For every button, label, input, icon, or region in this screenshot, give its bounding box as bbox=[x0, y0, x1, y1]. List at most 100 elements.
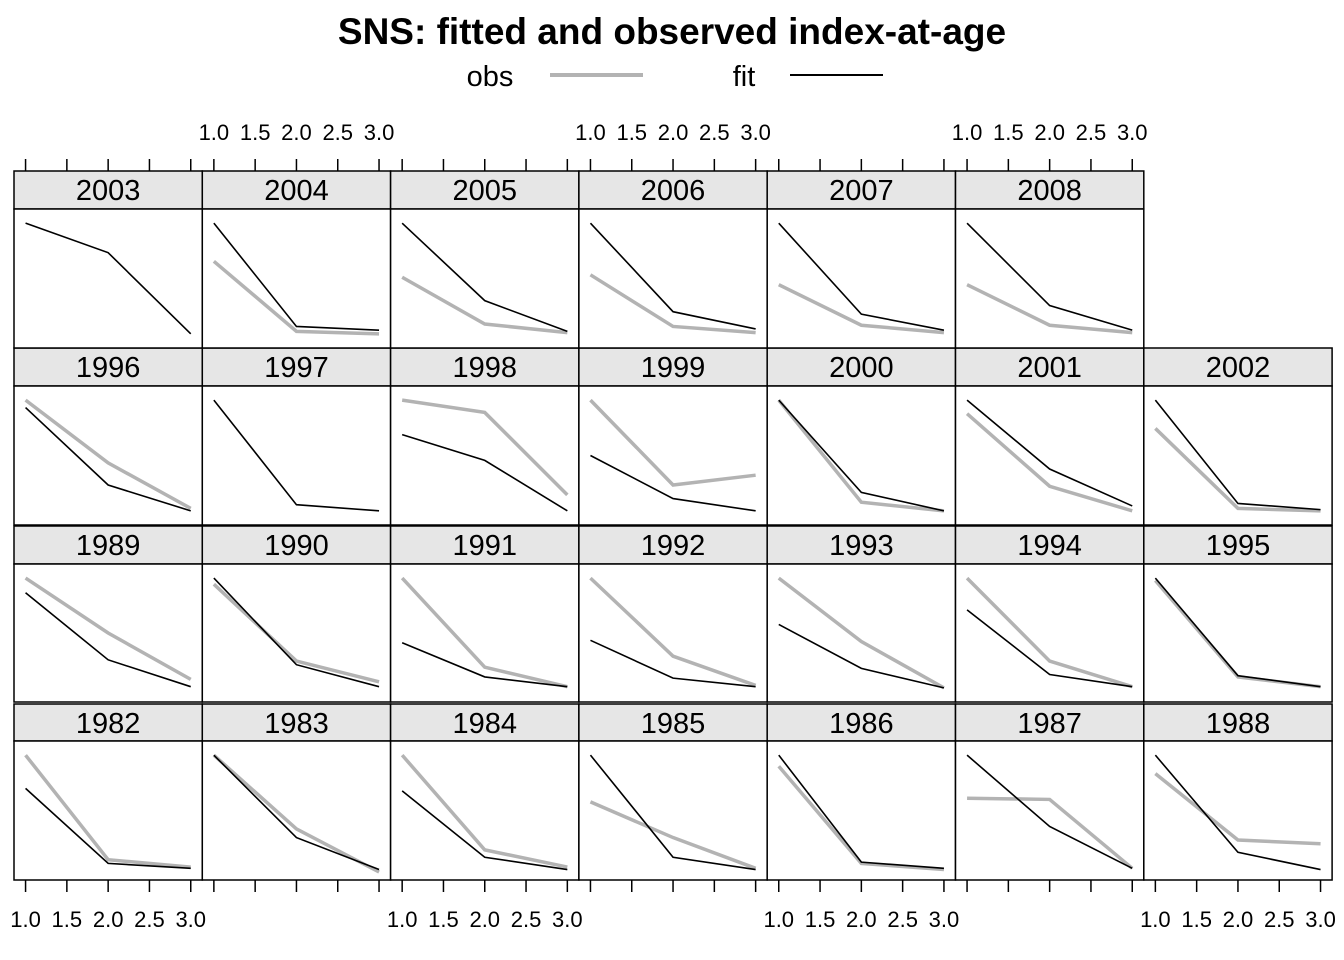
x-tick-label: 3.0 bbox=[175, 907, 206, 932]
panel-2001: 2001 bbox=[956, 348, 1144, 525]
strip-label-1987: 1987 bbox=[1017, 708, 1082, 740]
legend-fit-label: fit bbox=[733, 61, 756, 93]
panel-1998: 1998 bbox=[391, 348, 579, 525]
x-tick-label: 1.0 bbox=[10, 907, 41, 932]
x-tick-label: 2.0 bbox=[1223, 907, 1254, 932]
strip-label-2008: 2008 bbox=[1017, 175, 1082, 207]
x-tick-label: 2.5 bbox=[887, 907, 918, 932]
panel-1991: 1991 bbox=[391, 526, 579, 702]
strip-label-2000: 2000 bbox=[829, 352, 894, 384]
strip-label-1993: 1993 bbox=[829, 530, 894, 562]
strip-label-1999: 1999 bbox=[641, 352, 706, 384]
panel-1988: 1988 bbox=[1144, 704, 1332, 880]
panel-2004: 2004 bbox=[202, 171, 390, 348]
x-tick-label-top: 3.0 bbox=[740, 120, 771, 145]
x-tick-label-top: 1.0 bbox=[575, 120, 606, 145]
panel-1992: 1992 bbox=[579, 526, 767, 702]
strip-label-1989: 1989 bbox=[76, 530, 141, 562]
plot-area-2005 bbox=[391, 209, 579, 348]
legend: obs fit bbox=[467, 61, 883, 93]
strip-label-1992: 1992 bbox=[641, 530, 706, 562]
plot-area-1990 bbox=[202, 564, 390, 702]
panel-2005: 2005 bbox=[391, 171, 579, 348]
plot-area-2000 bbox=[767, 386, 955, 525]
panel-1993: 1993 bbox=[767, 526, 955, 702]
strip-label-2005: 2005 bbox=[452, 175, 517, 207]
panel-2003: 2003 bbox=[14, 171, 202, 348]
x-tick-label-top: 1.5 bbox=[616, 120, 647, 145]
x-tick-label: 1.5 bbox=[428, 907, 459, 932]
x-tick-label-top: 1.5 bbox=[240, 120, 271, 145]
panel-1984: 1984 bbox=[391, 704, 579, 880]
strip-label-1994: 1994 bbox=[1017, 530, 1082, 562]
x-tick-label: 1.5 bbox=[805, 907, 836, 932]
strip-label-2007: 2007 bbox=[829, 175, 894, 207]
chart-title: SNS: fitted and observed index-at-age bbox=[338, 11, 1006, 52]
x-tick-label: 1.5 bbox=[52, 907, 83, 932]
panel-2000: 2000 bbox=[767, 348, 955, 525]
x-tick-label-top: 2.0 bbox=[1034, 120, 1065, 145]
strip-label-2002: 2002 bbox=[1206, 352, 1271, 384]
panel-1995: 1995 bbox=[1144, 526, 1332, 702]
x-tick-label: 2.5 bbox=[1264, 907, 1295, 932]
strip-label-1995: 1995 bbox=[1206, 530, 1271, 562]
panel-1982: 1982 bbox=[14, 704, 202, 880]
x-tick-label-top: 3.0 bbox=[1117, 120, 1148, 145]
x-tick-label-top: 1.0 bbox=[199, 120, 230, 145]
strip-label-1983: 1983 bbox=[264, 708, 329, 740]
strip-label-1985: 1985 bbox=[641, 708, 706, 740]
x-tick-label-top: 1.5 bbox=[993, 120, 1024, 145]
panel-1985: 1985 bbox=[579, 704, 767, 880]
plot-area-1998 bbox=[391, 386, 579, 525]
strip-label-1991: 1991 bbox=[452, 530, 517, 562]
x-tick-label: 1.0 bbox=[1140, 907, 1171, 932]
x-tick-label: 3.0 bbox=[1305, 907, 1336, 932]
panel-1996: 1996 bbox=[14, 348, 202, 525]
plot-area-2008 bbox=[956, 209, 1144, 348]
plot-area-1986 bbox=[767, 741, 955, 880]
plot-area-1984 bbox=[391, 741, 579, 880]
x-tick-label: 3.0 bbox=[929, 907, 960, 932]
panel-1987: 1987 bbox=[956, 704, 1144, 880]
panel-1986: 1986 bbox=[767, 704, 955, 880]
strip-label-2006: 2006 bbox=[641, 175, 706, 207]
panel-2008: 2008 bbox=[956, 171, 1144, 348]
plot-area-1983 bbox=[202, 741, 390, 880]
x-tick-label-top: 2.5 bbox=[1076, 120, 1107, 145]
panel-2002: 2002 bbox=[1144, 348, 1332, 525]
x-tick-label-top: 2.5 bbox=[699, 120, 730, 145]
x-tick-label-top: 2.0 bbox=[658, 120, 689, 145]
x-tick-label-top: 1.0 bbox=[952, 120, 983, 145]
strip-label-2004: 2004 bbox=[264, 175, 329, 207]
panel-grid: 1982 1983 1984 1985 1986 1987 1988 1989 1990 1991… bbox=[14, 171, 1332, 880]
x-tick-label: 2.0 bbox=[93, 907, 124, 932]
strip-label-1982: 1982 bbox=[76, 708, 141, 740]
legend-obs-label: obs bbox=[467, 61, 514, 93]
x-tick-label-top: 2.5 bbox=[322, 120, 353, 145]
plot-area-1996 bbox=[14, 386, 202, 525]
panel-1990: 1990 bbox=[202, 526, 390, 702]
x-tick-label: 1.0 bbox=[763, 907, 794, 932]
strip-label-1990: 1990 bbox=[264, 530, 329, 562]
panel-2006: 2006 bbox=[579, 171, 767, 348]
x-tick-label-top: 3.0 bbox=[364, 120, 395, 145]
plot-area-1999 bbox=[579, 386, 767, 525]
panel-2007: 2007 bbox=[767, 171, 955, 348]
panel-1994: 1994 bbox=[956, 526, 1144, 702]
x-tick-label: 1.5 bbox=[1181, 907, 1212, 932]
panel-1999: 1999 bbox=[579, 348, 767, 525]
x-tick-label: 2.0 bbox=[469, 907, 500, 932]
strip-label-1998: 1998 bbox=[452, 352, 517, 384]
strip-label-2001: 2001 bbox=[1017, 352, 1082, 384]
plot-area-1988 bbox=[1144, 741, 1332, 880]
panel-1983: 1983 bbox=[202, 704, 390, 880]
x-tick-label-top: 2.0 bbox=[281, 120, 312, 145]
strip-label-1997: 1997 bbox=[264, 352, 329, 384]
x-tick-label: 1.0 bbox=[387, 907, 418, 932]
panel-1997: 1997 bbox=[202, 348, 390, 525]
x-tick-label: 2.5 bbox=[134, 907, 165, 932]
strip-label-1984: 1984 bbox=[452, 708, 517, 740]
x-tick-label: 3.0 bbox=[552, 907, 583, 932]
x-tick-label: 2.0 bbox=[846, 907, 877, 932]
